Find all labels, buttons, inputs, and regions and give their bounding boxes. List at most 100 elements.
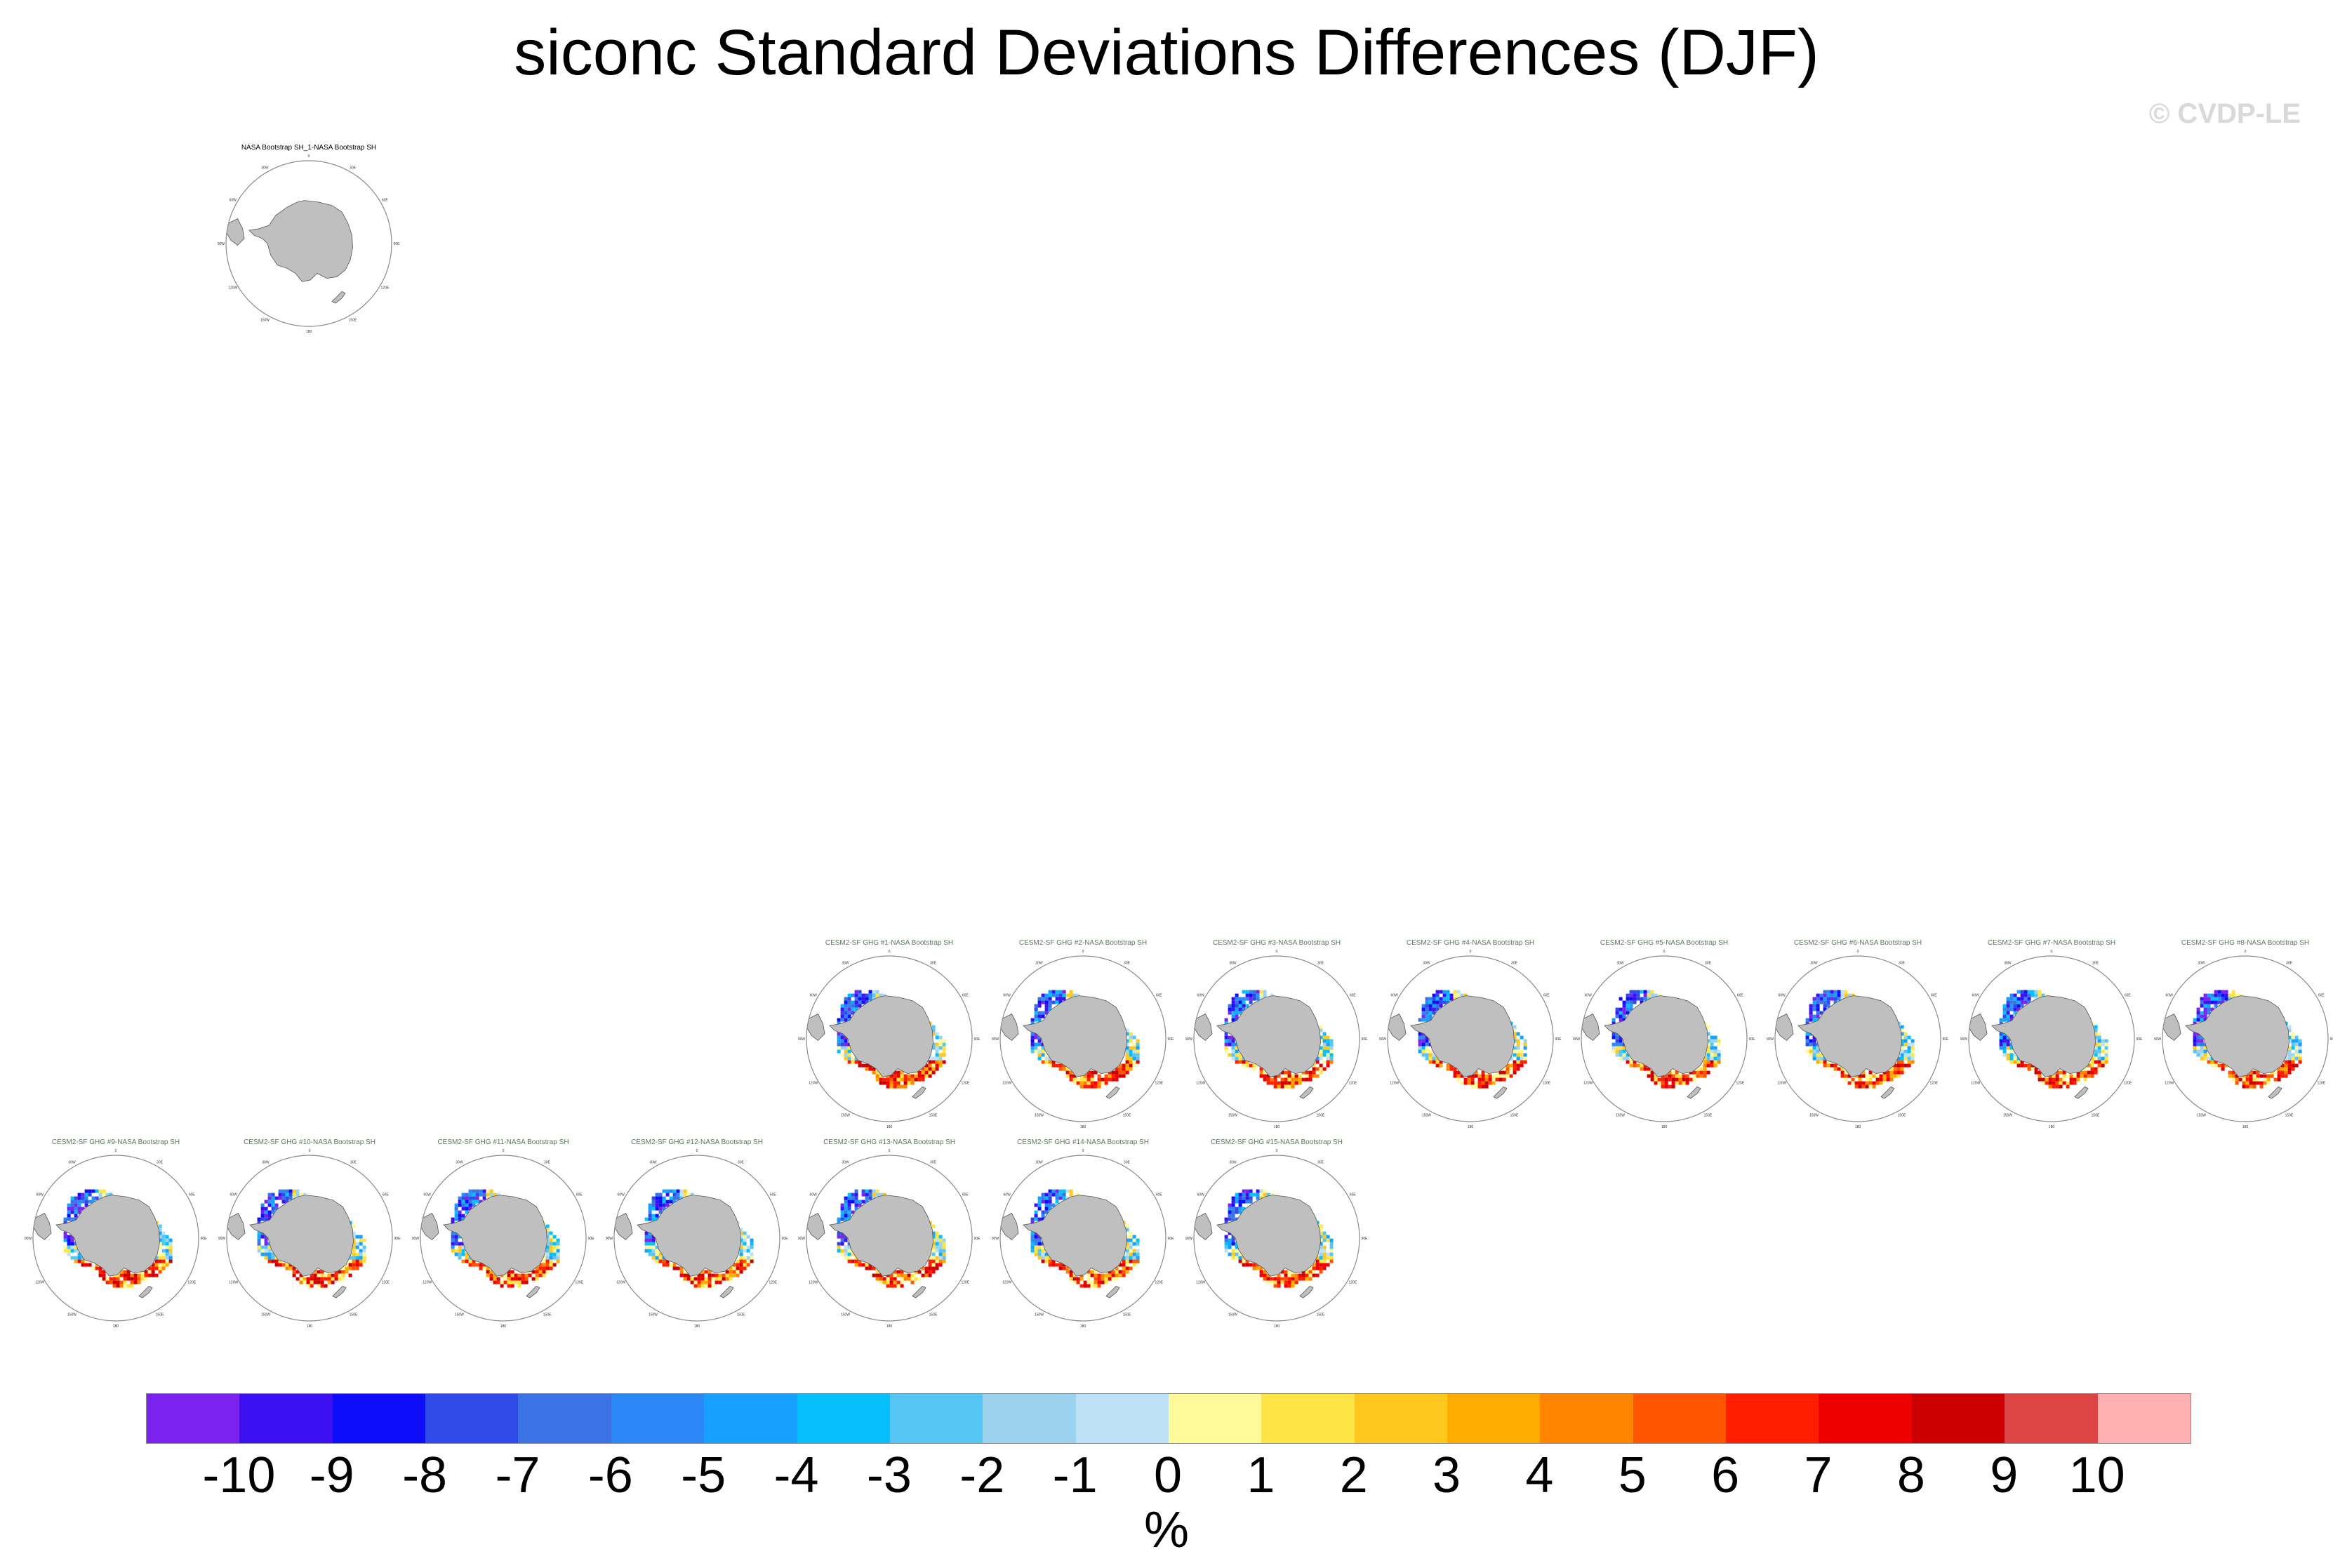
new-zealand-landmass	[2268, 1086, 2282, 1099]
heatmap-cell	[267, 1245, 272, 1249]
heatmap-cell	[1706, 1060, 1710, 1064]
heatmap-cell	[454, 1217, 458, 1221]
heatmap-cell	[88, 1192, 92, 1197]
heatmap-cell	[1072, 993, 1077, 997]
heatmap-cell	[2228, 997, 2232, 1001]
heatmap-cell	[454, 1210, 458, 1214]
heatmap-cell	[655, 1245, 659, 1249]
heatmap-cell	[1136, 1046, 1140, 1050]
heatmap-cell	[465, 1196, 469, 1200]
heatmap-cell	[935, 1053, 939, 1057]
heatmap-cell	[116, 1277, 120, 1281]
heatmap-cell	[736, 1270, 740, 1274]
heatmap-cell	[1270, 1077, 1274, 1082]
heatmap-cell	[1322, 1231, 1327, 1235]
longitude-label: 0	[696, 1149, 698, 1153]
heatmap-cell	[868, 993, 872, 997]
heatmap-cell	[886, 1081, 890, 1085]
colorbar	[146, 1393, 2191, 1444]
heatmap-cell	[1263, 1077, 1267, 1082]
heatmap-cell	[942, 1238, 946, 1242]
heatmap-cell	[1833, 1063, 1837, 1068]
heatmap-cell	[648, 1203, 652, 1207]
heatmap-cell	[928, 1263, 932, 1267]
heatmap-cell	[486, 1270, 490, 1274]
heatmap-cell	[2200, 1049, 2204, 1054]
heatmap-cell	[1048, 1200, 1052, 1204]
heatmap-cell	[1228, 1238, 1232, 1242]
heatmap-cell	[665, 1263, 670, 1267]
heatmap-cell	[1048, 993, 1052, 997]
heatmap-cell	[1245, 1259, 1249, 1263]
heatmap-cell	[1910, 1042, 1915, 1047]
heatmap-cell	[882, 1280, 886, 1284]
heatmap-cell	[1654, 1074, 1658, 1078]
heatmap-cell	[299, 1277, 303, 1281]
heatmap-cell	[1418, 1049, 1422, 1054]
heatmap-cell	[844, 1014, 848, 1018]
heatmap-cell	[352, 1224, 356, 1228]
heatmap-cell	[2200, 1018, 2204, 1022]
longitude-label: 60E	[2318, 994, 2325, 998]
heatmap-cell	[161, 1259, 166, 1263]
heatmap-cell	[743, 1259, 747, 1263]
heatmap-cell	[837, 1242, 841, 1246]
heatmap-cell	[2291, 1053, 2295, 1057]
heatmap-cell	[2023, 997, 2028, 1001]
heatmap-cell	[63, 1249, 67, 1253]
heatmap-cell	[1619, 1014, 1623, 1018]
heatmap-cell	[88, 1189, 92, 1193]
heatmap-cell	[1315, 1074, 1320, 1078]
heatmap-cell	[1312, 1070, 1316, 1075]
colorbar-box	[797, 1394, 890, 1443]
heatmap-cell	[1065, 1189, 1070, 1193]
heatmap-cell	[475, 1192, 479, 1197]
heatmap-cell	[1319, 1266, 1323, 1270]
heatmap-cell	[1041, 1210, 1045, 1214]
heatmap-cell	[1122, 1256, 1126, 1260]
heatmap-cell	[161, 1235, 166, 1239]
heatmap-cell	[2196, 1007, 2200, 1011]
heatmap-cell	[1238, 1207, 1242, 1211]
heatmap-cell	[2256, 1077, 2260, 1082]
heatmap-cell	[914, 1077, 918, 1082]
heatmap-cell	[1058, 1000, 1063, 1004]
heatmap-cell	[493, 1192, 497, 1197]
heatmap-cell	[345, 1266, 349, 1270]
heatmap-cell	[1619, 1049, 1623, 1054]
heatmap-cell	[549, 1259, 553, 1263]
heatmap-cell	[1129, 1035, 1133, 1039]
heatmap-cell	[861, 1189, 865, 1193]
heatmap-cell	[879, 1081, 883, 1085]
heatmap-cell	[1055, 1189, 1059, 1193]
heatmap-cell	[2013, 1053, 2017, 1057]
longitude-label: 30E	[2092, 962, 2099, 966]
heatmap-cell	[1636, 990, 1640, 994]
heatmap-cell	[292, 1189, 296, 1193]
heatmap-cell	[1432, 1004, 1436, 1008]
heatmap-cell	[648, 1242, 652, 1246]
heatmap-cell	[1291, 1273, 1295, 1277]
longitude-label: 0	[1276, 950, 1278, 954]
longitude-label: 60E	[962, 994, 969, 998]
heatmap-cell	[1118, 1273, 1122, 1277]
heatmap-cell	[1037, 1000, 1042, 1004]
heatmap-cell	[1231, 1242, 1235, 1246]
heatmap-cell	[465, 1256, 469, 1260]
heatmap-cell	[1136, 1256, 1140, 1260]
heatmap-cell	[2002, 1007, 2007, 1011]
heatmap-cell	[1238, 1210, 1242, 1214]
heatmap-cell	[2006, 1000, 2010, 1004]
heatmap-cell	[1108, 1273, 1112, 1277]
heatmap-cell	[2009, 1049, 2014, 1054]
heatmap-cell	[1319, 1242, 1323, 1246]
heatmap-cell	[917, 1077, 922, 1082]
heatmap-cell	[1034, 1210, 1038, 1214]
heatmap-cell	[644, 1235, 649, 1239]
heatmap-cell	[1231, 1049, 1235, 1054]
heatmap-cell	[1910, 1049, 1915, 1054]
heatmap-cell	[736, 1263, 740, 1267]
heatmap-cell	[288, 1266, 293, 1270]
heatmap-cell	[1083, 1084, 1087, 1089]
heatmap-cell	[931, 1231, 936, 1235]
